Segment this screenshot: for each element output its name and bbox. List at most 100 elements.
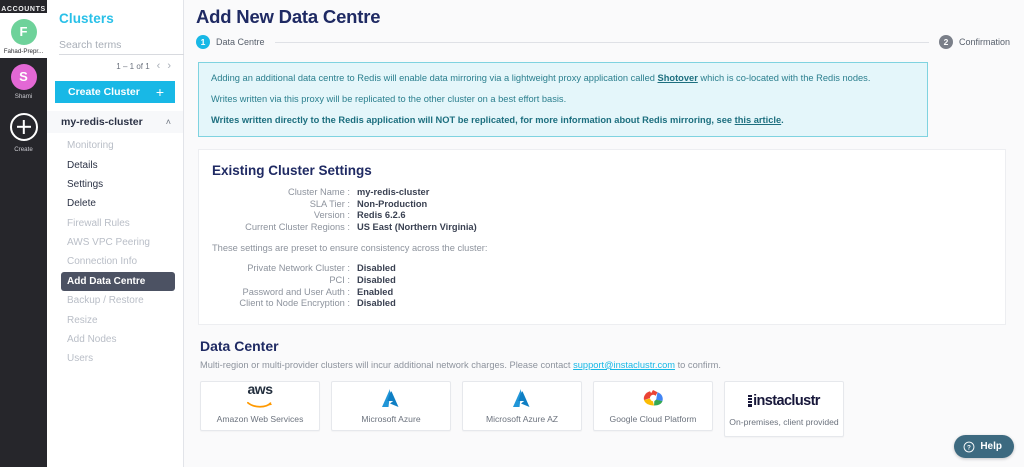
preset-key: PCI : [329, 274, 350, 285]
provider-card-aws[interactable]: aws Amazon Web Services [200, 380, 320, 431]
settings-key: Current Cluster Regions : [245, 221, 350, 232]
banner-line-3-text-a: Writes written directly to the Redis app… [211, 115, 735, 125]
step-connector [274, 41, 929, 43]
accounts-rail: ACCOUNTS F Fahad-Prepr... S Shami Create [0, 0, 47, 467]
existing-cluster-settings-card: Existing Cluster Settings Cluster Name :… [198, 149, 1006, 325]
sidebar-item-details[interactable]: Details [67, 159, 98, 171]
sidebar-item-add-nodes: Add Nodes [67, 333, 117, 345]
aws-logo-icon: aws [247, 382, 273, 409]
provider-card-gcp[interactable]: Google Cloud Platform [593, 380, 713, 431]
preset-key: Private Network Cluster : [247, 263, 350, 274]
provider-card-onpremises[interactable]: instaclustr On-premises, client provided [724, 380, 844, 437]
sidebar-item-settings[interactable]: Settings [67, 178, 104, 190]
plus-circle-icon [9, 113, 38, 141]
preset-key: Client to Node Encryption : [239, 298, 350, 309]
google-cloud-icon [643, 390, 663, 406]
banner-line-3-text-b: . [781, 115, 784, 125]
pagination: 1 – 1 of 1 ‹ › [47, 56, 183, 72]
sidebar-item-add-data-centre[interactable]: Add Data Centre [61, 271, 175, 291]
preset-value: Disabled [357, 263, 396, 274]
banner-line-3: Writes written directly to the Redis app… [211, 114, 915, 126]
account-label: Shami [14, 93, 33, 100]
step-label-1: Data Centre [216, 37, 265, 47]
provider-name: Microsoft Azure AZ [485, 414, 559, 425]
preset-value: Disabled [357, 274, 396, 285]
info-banner: Adding an additional data centre to Redi… [198, 62, 928, 137]
sidebar-item-connection-info: Connection Info [67, 256, 138, 268]
step-number-2: 2 [938, 35, 953, 49]
sidebar-item-monitoring: Monitoring [67, 140, 114, 152]
preset-row: PCI : Disabled [212, 275, 1005, 287]
svg-text:?: ? [967, 444, 971, 451]
search-row [47, 26, 220, 56]
data-center-title: Data Center [200, 337, 279, 354]
provider-name: Microsoft Azure [361, 414, 421, 425]
provider-card-azure-az[interactable]: Microsoft Azure AZ [462, 380, 582, 431]
settings-row: Cluster Name : my-redis-cluster [212, 187, 1005, 199]
shotover-link[interactable]: Shotover [657, 73, 698, 83]
settings-value: Non-Production [357, 198, 428, 209]
cluster-menu: Monitoring Details Settings Delete Firew… [47, 133, 183, 369]
account-label: Fahad-Prepr... [3, 48, 44, 55]
preset-note: These settings are preset to ensure cons… [212, 243, 488, 254]
settings-key: SLA Tier : [309, 198, 350, 209]
step-label-2: Confirmation [958, 37, 1010, 47]
accounts-rail-title: ACCOUNTS [1, 6, 46, 13]
aws-smile-icon [247, 402, 273, 408]
clusters-sidebar: Clusters 1 – 1 of 1 ‹ › Create Cluster +… [47, 0, 220, 467]
step-data-centre[interactable]: 1 Data Centre [196, 35, 265, 49]
settings-key: Cluster Name : [288, 187, 350, 197]
settings-key: Version : [313, 210, 350, 221]
sidebar-title: Clusters [59, 11, 114, 26]
settings-value: Redis 6.2.6 [357, 210, 406, 221]
instaclustr-bars-icon [748, 395, 753, 408]
data-center-subtitle-b: to confirm. [675, 359, 721, 370]
cluster-header-my-redis-cluster[interactable]: my-redis-cluster ˄ [47, 111, 183, 133]
preset-value: Enabled [357, 286, 394, 297]
azure-logo-icon [379, 387, 403, 409]
create-cluster-button[interactable]: Create Cluster + [55, 81, 175, 103]
pagination-range: 1 – 1 of 1 [116, 62, 150, 71]
help-button[interactable]: ? Help [954, 435, 1014, 458]
azure-triangle-icon [382, 388, 399, 407]
settings-row: Current Cluster Regions : US East (North… [212, 222, 1005, 234]
step-confirmation: 2 Confirmation [938, 35, 1010, 49]
this-article-link[interactable]: this article [734, 115, 782, 125]
existing-cluster-settings-title: Existing Cluster Settings [212, 163, 372, 178]
cluster-name: my-redis-cluster [61, 116, 143, 128]
preset-row: Private Network Cluster : Disabled [212, 263, 1005, 275]
pagination-next-icon[interactable]: › [167, 60, 171, 72]
support-email-link[interactable]: support@instaclustr.com [573, 359, 676, 370]
create-account-button[interactable]: Create [0, 113, 47, 153]
banner-line-1-text-b: which is co-located with the Redis nodes… [697, 73, 871, 83]
banner-line-1-text-a: Adding an additional data centre to Redi… [211, 73, 658, 83]
chevron-up-icon: ˄ [165, 117, 171, 127]
settings-row: Version : Redis 6.2.6 [212, 210, 1005, 222]
instaclustr-wordmark: instaclustr [753, 393, 820, 410]
banner-line-2: Writes written via this proxy will be re… [211, 94, 567, 104]
sidebar-item-firewall-rules: Firewall Rules [67, 217, 130, 229]
preset-row: Client to Node Encryption : Disabled [212, 298, 1005, 310]
help-button-label: Help [980, 441, 1002, 452]
question-mark-icon: ? [963, 441, 975, 452]
search-input[interactable] [59, 36, 194, 55]
provider-name: On-premises, client provided [729, 417, 839, 428]
account-item-shami[interactable]: S Shami [0, 58, 47, 103]
main-content: Add New Data Centre 1 Data Centre 2 Conf… [184, 0, 1024, 467]
data-center-subtitle: Multi-region or multi-provider clusters … [200, 360, 1024, 370]
sidebar-item-backup-restore: Backup / Restore [67, 295, 144, 307]
page-title: Add New Data Centre [196, 6, 381, 27]
provider-card-azure[interactable]: Microsoft Azure [331, 380, 451, 431]
account-item-fahad[interactable]: F Fahad-Prepr... [0, 13, 47, 58]
settings-row: SLA Tier : Non-Production [212, 199, 1005, 211]
sidebar-item-delete[interactable]: Delete [67, 198, 96, 210]
preset-row: Password and User Auth : Enabled [212, 287, 1005, 299]
gcp-logo-icon [641, 387, 665, 409]
pagination-prev-icon[interactable]: ‹ [156, 60, 161, 72]
instaclustr-logo-icon: instaclustr [748, 390, 820, 412]
preset-value: Disabled [357, 298, 396, 309]
sidebar-item-resize: Resize [67, 314, 98, 326]
sidebar-item-users: Users [67, 353, 94, 365]
create-cluster-label: Create Cluster [68, 86, 140, 98]
